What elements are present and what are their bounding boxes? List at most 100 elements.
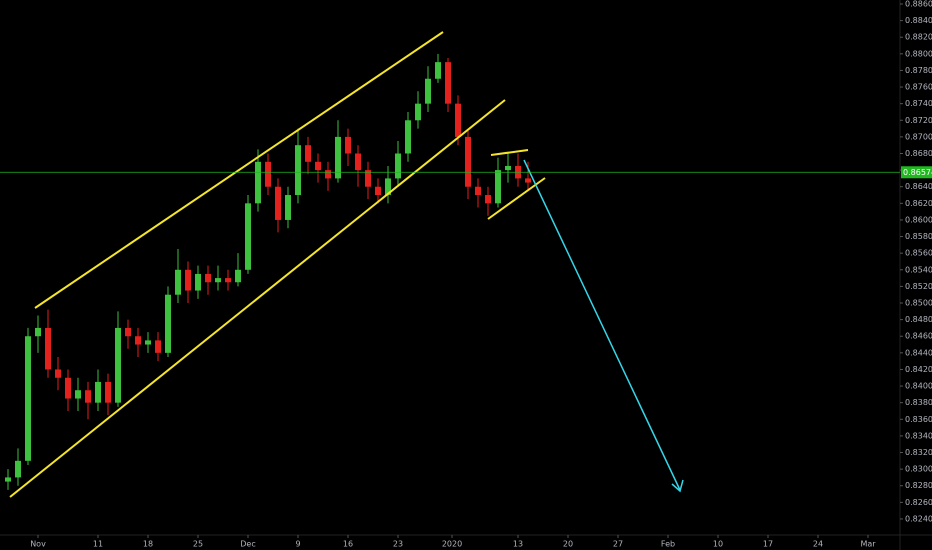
candle-body xyxy=(65,377,71,399)
candle-body xyxy=(5,477,11,482)
x-tick-label: 10 xyxy=(713,540,723,549)
flag-top xyxy=(490,149,529,156)
candle-body xyxy=(375,186,381,196)
candle-body xyxy=(185,269,191,291)
candle-body xyxy=(35,327,41,337)
x-tick-label: Feb xyxy=(661,540,675,549)
candle-body xyxy=(415,103,421,121)
x-tick-label: Mar xyxy=(860,540,876,549)
x-tick-label: 20 xyxy=(563,540,573,549)
candle-body xyxy=(235,269,241,283)
last-price-tag xyxy=(901,166,932,179)
x-tick-label: 11 xyxy=(93,540,103,549)
candle-body xyxy=(495,170,501,204)
candle-body xyxy=(405,120,411,154)
channel-bottom xyxy=(9,99,506,498)
x-tick-label: 18 xyxy=(143,540,153,549)
candle-body xyxy=(275,186,281,220)
x-tick-label: 23 xyxy=(393,540,403,549)
candle-body xyxy=(475,186,481,196)
candle-body xyxy=(95,381,101,403)
plot-area xyxy=(5,53,531,490)
x-tick-label: 17 xyxy=(763,540,773,549)
candle-body xyxy=(135,336,141,345)
candle-body xyxy=(105,381,111,403)
x-tick-label: Dec xyxy=(240,540,255,549)
candle-body xyxy=(325,170,331,179)
candle-body xyxy=(445,62,451,104)
projection-arrow xyxy=(523,159,684,493)
candle-body xyxy=(435,62,441,79)
x-tick-label: 24 xyxy=(813,540,823,549)
candle-body xyxy=(395,153,401,179)
candle-body xyxy=(525,178,531,183)
candle-body xyxy=(45,327,51,370)
candle-body xyxy=(355,153,361,171)
candle-body xyxy=(245,203,251,270)
candle-body xyxy=(265,161,271,187)
candle-body xyxy=(295,145,301,196)
arrow-line xyxy=(523,159,681,491)
candle-body xyxy=(455,103,461,137)
candle-body xyxy=(145,340,151,345)
candle-body xyxy=(125,327,131,337)
candle-body xyxy=(165,294,171,353)
y-tick-label: 0.88600 xyxy=(905,0,932,8)
candle-body xyxy=(425,78,431,104)
candle-body xyxy=(365,170,371,187)
x-tick-label: 16 xyxy=(343,540,353,549)
candle-body xyxy=(155,340,161,353)
candle-body xyxy=(385,178,391,196)
candle-body xyxy=(255,161,261,204)
candle-body xyxy=(225,278,231,283)
candle-body xyxy=(285,195,291,220)
candle-body xyxy=(25,336,31,461)
candle-body xyxy=(175,269,181,295)
candle-body xyxy=(85,390,91,403)
x-tick-label: Nov xyxy=(30,540,46,549)
x-tick-label: 13 xyxy=(513,540,523,549)
candle-body xyxy=(505,165,511,171)
candle-body xyxy=(305,145,311,162)
candle-body xyxy=(55,369,61,378)
channel-top xyxy=(34,31,444,309)
candle-body xyxy=(345,136,351,154)
candle-body xyxy=(215,278,221,283)
arrow-head xyxy=(671,479,684,493)
candle-body xyxy=(205,273,211,283)
x-tick-label: 27 xyxy=(613,540,623,549)
x-tick-label: 25 xyxy=(193,540,203,549)
candle-body xyxy=(15,460,21,478)
candle-body xyxy=(195,273,201,291)
